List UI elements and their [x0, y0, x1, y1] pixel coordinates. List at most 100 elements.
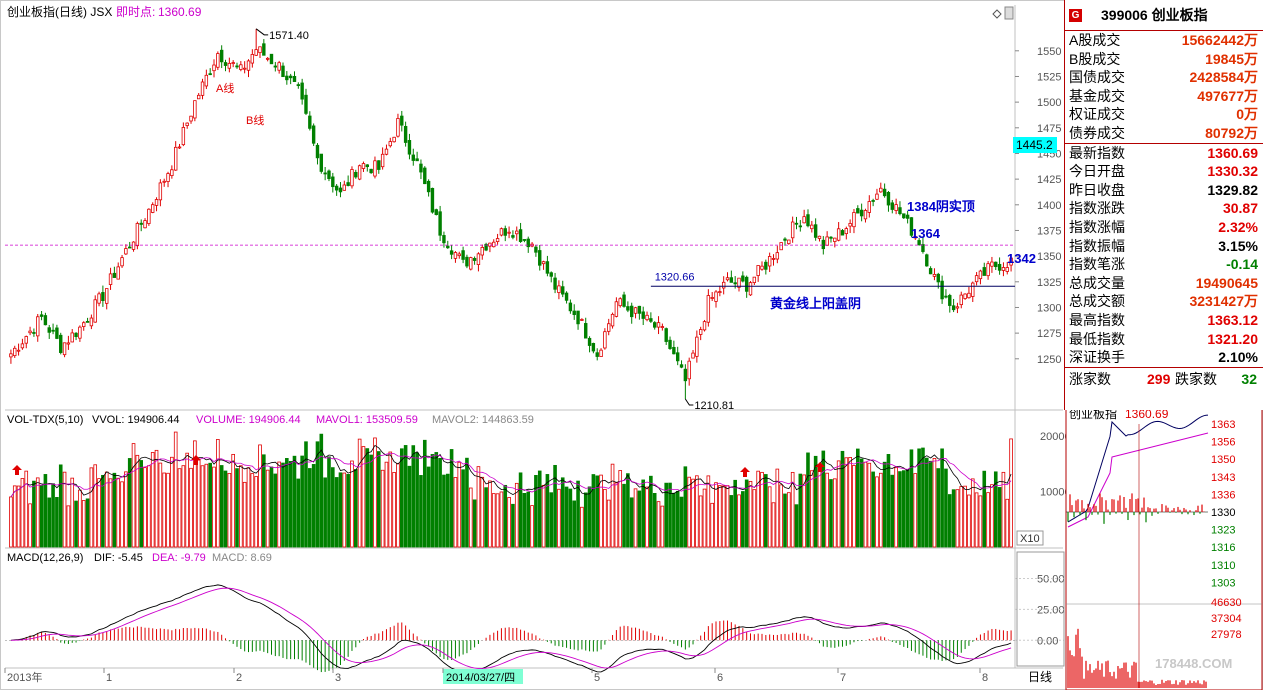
candle-body	[449, 250, 454, 255]
volume-bar	[829, 479, 833, 548]
annotation-1364: 1364	[911, 226, 941, 241]
candle-body	[181, 127, 186, 146]
volume-bar	[468, 487, 473, 548]
candle-body	[614, 301, 619, 317]
index-row: 指数涨跌 30.87	[1065, 199, 1263, 218]
volume-bar	[9, 496, 13, 548]
macd-histogram	[14, 620, 1012, 673]
index-value: 3231427万	[1189, 293, 1258, 310]
candle-body	[331, 176, 335, 188]
candle-body	[415, 158, 419, 162]
volume-bar	[760, 471, 764, 548]
volume-bar	[737, 494, 741, 548]
volume-bar	[139, 460, 144, 548]
volume-bar	[771, 502, 776, 548]
volume-bar	[315, 441, 320, 548]
volume-bar	[863, 461, 868, 548]
y-tick-label: 1300	[1037, 302, 1061, 314]
candle-body	[672, 346, 676, 355]
volume-bar	[940, 448, 944, 548]
volume-bar	[775, 468, 780, 548]
volume-bar	[748, 480, 753, 548]
volume-bar	[518, 472, 523, 548]
vol-ma10-line	[10, 452, 1012, 498]
macd-dea-label: DEA: -9.79	[152, 552, 206, 564]
volume-bar	[227, 472, 232, 548]
volume-bar	[369, 454, 373, 548]
candle-body	[93, 299, 97, 323]
candle-body	[461, 250, 465, 260]
volume-bar	[507, 497, 511, 548]
intraday-value: 1360.69	[1125, 407, 1169, 421]
candle-body	[802, 216, 806, 224]
candle-body	[890, 202, 894, 210]
candle-body	[112, 272, 117, 278]
candle-body	[13, 347, 17, 357]
volume-bar	[534, 475, 538, 548]
volume-bar	[380, 469, 385, 548]
candle-body	[231, 62, 235, 64]
volume-bar	[599, 474, 603, 548]
volume-bar	[764, 474, 768, 548]
candle-body	[760, 265, 764, 270]
volume-bar	[833, 478, 837, 548]
volume-bar	[825, 472, 829, 548]
candle-body	[434, 209, 438, 215]
turnover-row: 国债成交 2428584万	[1065, 68, 1263, 87]
candle-body	[315, 144, 320, 159]
volume-bar	[629, 497, 634, 548]
candle-body	[534, 246, 538, 253]
volume-bar	[741, 491, 745, 548]
volume-bar	[564, 486, 569, 548]
candle-body	[568, 302, 573, 312]
macd-dif-label: DIF: -5.45	[94, 552, 143, 564]
candle-body	[794, 222, 799, 225]
candle-body	[128, 246, 132, 249]
candle-body	[576, 310, 580, 325]
index-row: 指数涨幅 2.32%	[1065, 218, 1263, 237]
volume-bar	[633, 488, 638, 548]
annotation-1342: 1342	[1007, 251, 1036, 266]
volume-bar	[618, 470, 623, 548]
volume-bar	[354, 469, 358, 548]
advance-decline: 涨家数 299 跌家数 32	[1065, 368, 1263, 390]
low-pointer	[684, 398, 694, 406]
candle-body	[411, 154, 415, 161]
candle-body	[334, 185, 339, 191]
index-row: 总成交额 3231427万	[1065, 292, 1263, 311]
candle-body	[453, 252, 458, 259]
intraday-tick: 1336	[1211, 489, 1235, 501]
candle-body	[725, 277, 730, 281]
volume-bar	[668, 482, 672, 548]
candle-body	[354, 171, 358, 178]
volume-bar	[936, 468, 941, 548]
candle-body	[591, 342, 596, 352]
volume-bar	[921, 447, 925, 548]
macd-title: MACD(12,26,9)	[7, 552, 83, 564]
index-row: 最新指数 1360.69	[1065, 144, 1263, 163]
candle-body	[442, 235, 446, 244]
y-tick-label: 1425	[1037, 174, 1061, 186]
candle-body	[863, 210, 868, 220]
candle-body	[798, 225, 803, 228]
index-label: 最高指数	[1069, 311, 1125, 328]
turnover-value: 0万	[1236, 106, 1258, 123]
volume-bar	[744, 479, 749, 548]
volume-bar	[208, 462, 212, 548]
volume-bar	[993, 471, 998, 548]
volume-bar	[645, 486, 649, 548]
turnover-section: A股成交 15662442万 B股成交 19845万 国债成交 2428584万 基金成交 4…	[1065, 31, 1263, 144]
candle-body	[706, 295, 711, 323]
vol-vvol: VVOL: 194906.44	[92, 414, 179, 426]
candle-body	[955, 306, 960, 309]
volume-bar	[434, 452, 439, 548]
g-badge[interactable]: G	[1069, 9, 1082, 22]
time-axis-label: 5	[594, 672, 600, 684]
volume-bar	[101, 474, 105, 548]
volume-bar	[365, 448, 370, 548]
candle-body	[185, 122, 189, 126]
candle-body	[300, 82, 304, 100]
volume-bar	[549, 492, 554, 548]
price-tag: 1445.2	[1016, 138, 1053, 152]
